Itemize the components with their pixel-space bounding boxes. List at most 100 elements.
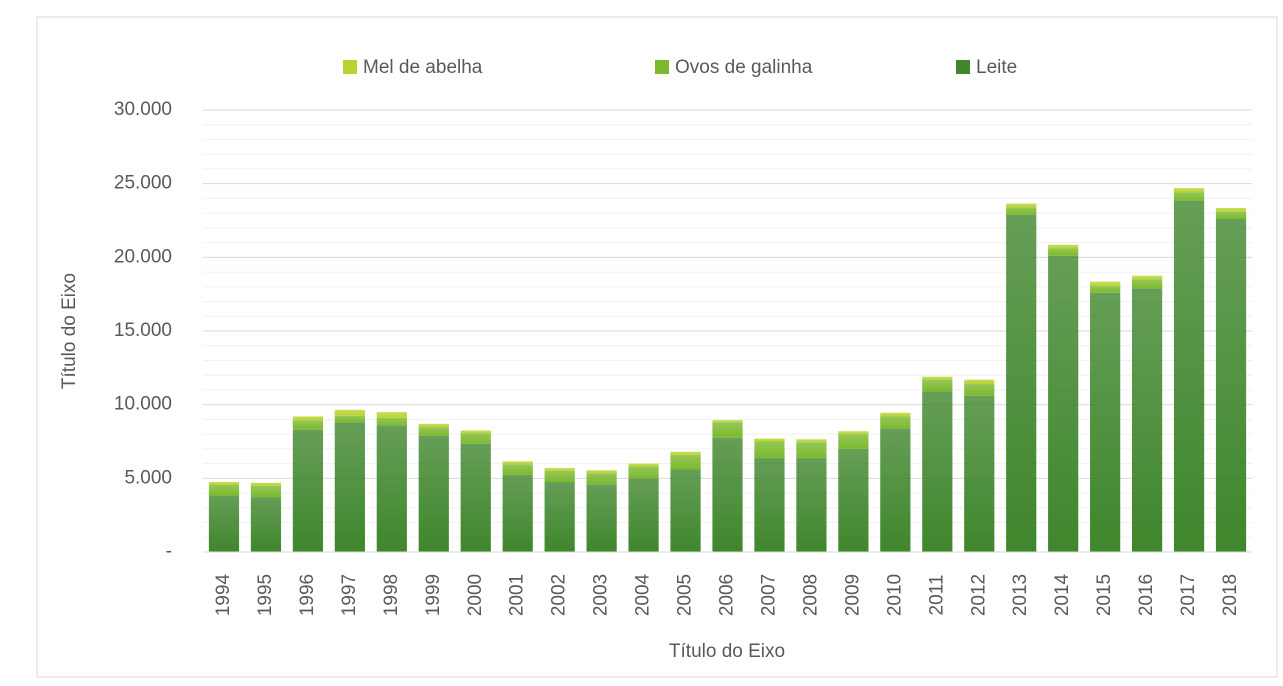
x-tick-label: 1996 — [297, 574, 318, 616]
bar-segment — [502, 461, 533, 465]
x-tick-label: 2015 — [1094, 574, 1115, 616]
bar-segment — [754, 441, 785, 458]
bar-segment — [250, 485, 282, 498]
bar-segment — [880, 428, 911, 552]
bar-segment — [670, 469, 701, 552]
x-axis-title: Título do Eixo — [669, 641, 785, 662]
x-tick-label: 2009 — [842, 574, 863, 616]
y-tick-label: 30.000 — [114, 99, 172, 120]
bar-segment — [1090, 292, 1121, 552]
bar-segment — [1090, 281, 1121, 287]
bar-segment — [460, 430, 491, 434]
bar-segment — [838, 448, 869, 552]
legend-label: Ovos de galinha — [675, 57, 813, 78]
bar-segment — [880, 412, 911, 417]
bar-segment — [376, 412, 407, 418]
bar-segment — [712, 420, 743, 423]
bar-segment — [1006, 207, 1037, 215]
x-tick-label: 2010 — [884, 574, 905, 616]
bar-segment — [460, 443, 491, 552]
bar-segment — [712, 437, 743, 552]
y-tick-label: 15.000 — [114, 320, 172, 341]
x-tick-label: 2001 — [507, 574, 528, 616]
bar-segment — [1173, 188, 1205, 193]
bar-segment — [1215, 219, 1247, 552]
bar-segment — [1131, 279, 1163, 289]
bar-segment — [208, 496, 240, 552]
bar-segment — [544, 468, 575, 471]
legend-swatch — [956, 60, 970, 74]
bar-segment — [376, 417, 407, 426]
y-tick-label: 5.000 — [124, 467, 172, 488]
bar-segment — [838, 431, 869, 435]
bar-segment — [376, 425, 407, 552]
x-tick-label: 1997 — [339, 574, 360, 616]
bar-segment — [922, 379, 953, 392]
x-tick-label: 1999 — [423, 574, 444, 616]
bar-segment — [418, 435, 449, 552]
x-tick-label: 2014 — [1052, 573, 1073, 616]
legend-label: Mel de abelha — [363, 57, 483, 78]
x-tick-label: 2000 — [465, 574, 486, 616]
bar-segment — [1090, 286, 1121, 293]
bar-segment — [838, 434, 869, 449]
bar-segment — [586, 470, 617, 474]
bar-segment — [418, 423, 449, 428]
bar-segment — [1048, 244, 1079, 249]
x-tick-label: 2002 — [549, 574, 570, 616]
bar-segment — [502, 474, 533, 552]
y-tick-label: 20.000 — [114, 246, 172, 267]
bar-segment — [1006, 203, 1037, 208]
x-tick-label: 2008 — [800, 574, 821, 616]
bar-segment — [880, 416, 911, 429]
x-tick-label: 1998 — [381, 574, 402, 616]
x-tick-label: 2017 — [1178, 574, 1199, 616]
bar-segment — [586, 484, 617, 552]
y-tick-label: - — [166, 541, 172, 562]
x-tick-label: 1995 — [255, 574, 276, 616]
bar-segment — [418, 427, 449, 436]
legend-label: Leite — [976, 57, 1017, 78]
y-tick-label: 25.000 — [114, 173, 172, 194]
bar-segment — [628, 478, 659, 552]
bar-segment — [628, 466, 659, 479]
bar-segment — [922, 376, 953, 380]
bar-segment — [1215, 207, 1247, 212]
x-tick-label: 2004 — [633, 573, 654, 616]
bar-segment — [586, 473, 617, 485]
bar-segment — [292, 416, 324, 421]
x-tick-label: 2013 — [1010, 574, 1031, 616]
bar-segment — [712, 422, 743, 438]
bar-segment — [544, 470, 575, 483]
x-tick-label: 2012 — [968, 574, 989, 616]
bar-segment — [1215, 211, 1247, 220]
bar-segment — [208, 484, 240, 497]
x-tick-label: 2005 — [675, 574, 696, 616]
x-tick-label: 2018 — [1220, 574, 1241, 616]
bar-segment — [670, 454, 701, 470]
bar-segment — [292, 429, 324, 552]
bar-segment — [1006, 214, 1037, 552]
x-tick-label: 2016 — [1136, 574, 1157, 616]
bar-segment — [964, 384, 995, 396]
x-tick-label: 2011 — [926, 575, 947, 616]
bar-segment — [796, 457, 827, 552]
bar-segment — [670, 451, 701, 455]
x-tick-label: 1994 — [213, 573, 234, 616]
legend-swatch — [655, 60, 669, 74]
bar-segment — [1048, 255, 1079, 553]
bar-segment — [964, 395, 995, 552]
bar-segment — [208, 482, 240, 485]
bar-segment — [292, 420, 324, 430]
bar-segment — [796, 439, 827, 443]
y-axis-title: Título do Eixo — [59, 273, 80, 389]
bar-segment — [460, 433, 491, 444]
y-tick-label: 10.000 — [114, 394, 172, 415]
x-tick-label: 2003 — [591, 574, 612, 616]
bar-segment — [250, 482, 282, 486]
bar-segment — [922, 391, 953, 552]
bar-segment — [796, 442, 827, 458]
bar-segment — [1173, 200, 1205, 553]
